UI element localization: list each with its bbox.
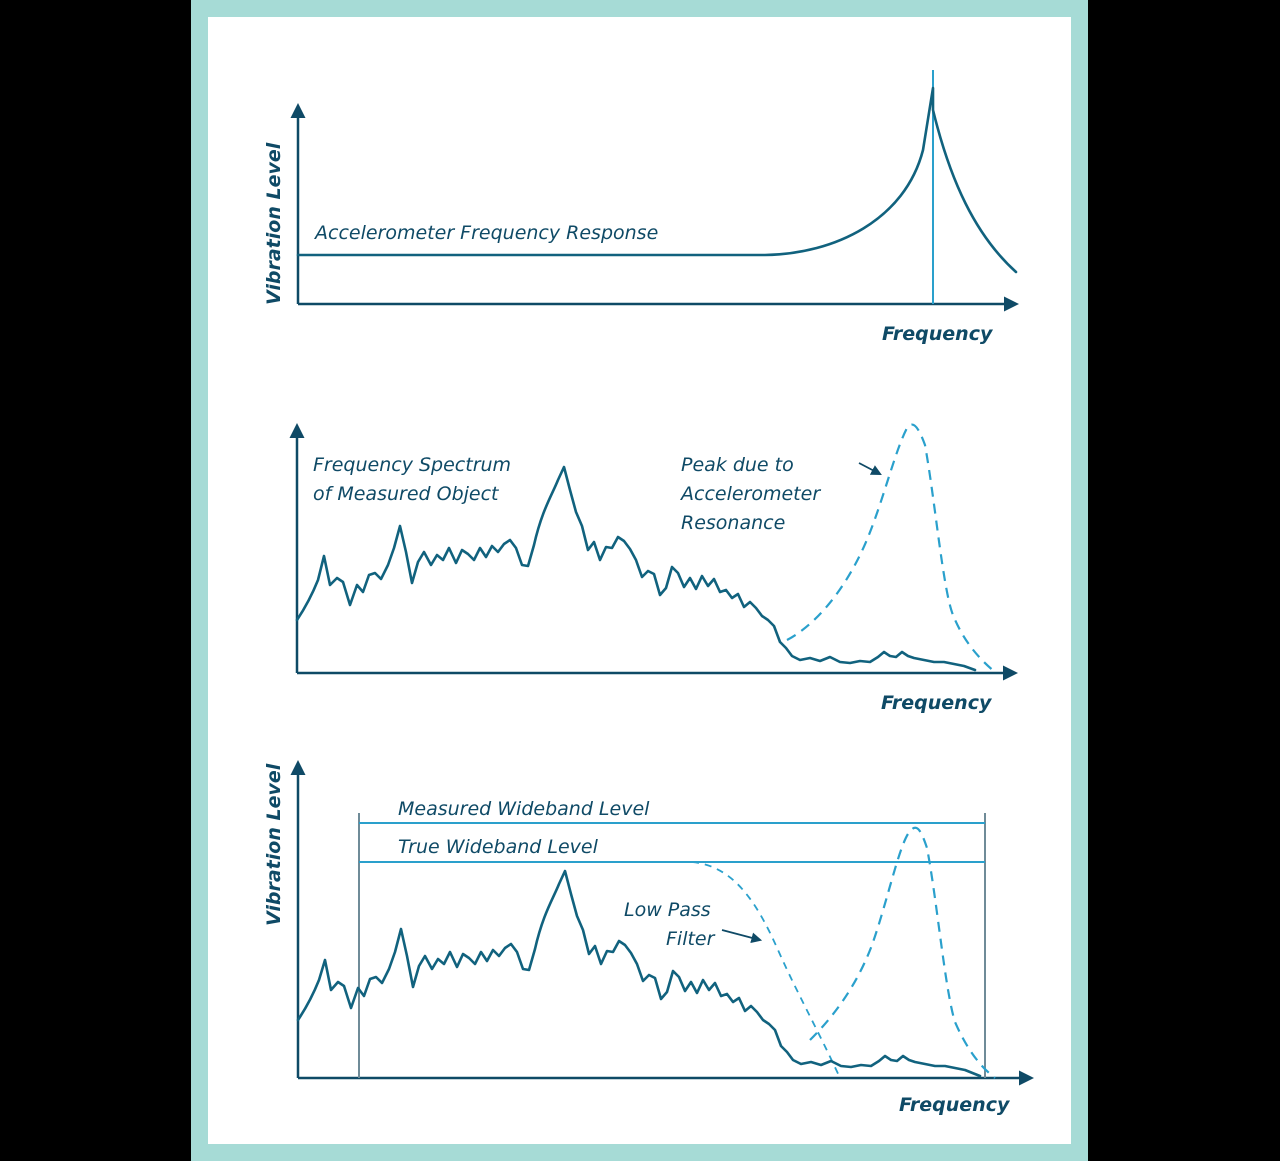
panel-2-measured-spectrum: Frequency Frequency Spectrum of Measured… bbox=[289, 423, 1018, 714]
panel1-x-axis-label: Frequency bbox=[882, 323, 994, 345]
white-panel bbox=[208, 17, 1071, 1144]
panel3-y-axis-label: Vibration Level bbox=[263, 763, 285, 926]
panel-1-frequency-response: Vibration Level Frequency Accelerometer … bbox=[263, 70, 1019, 345]
filter-label-line-1: Low Pass bbox=[624, 899, 711, 921]
frequency-response-curve bbox=[296, 86, 1018, 274]
resonance-peak-curve-filtered bbox=[809, 826, 996, 1079]
spectrum-curve-panel3 bbox=[296, 869, 982, 1078]
peak-label-line-3: Resonance bbox=[681, 512, 785, 534]
peak-label-line-2: Accelerometer bbox=[679, 483, 821, 505]
low-pass-filter-curve bbox=[691, 861, 841, 1079]
peak-pointer-arrow bbox=[858, 462, 882, 476]
filter-label-line-2: Filter bbox=[666, 928, 716, 950]
response-curve-label: Accelerometer Frequency Response bbox=[313, 222, 658, 244]
panel1-y-axis-label: Vibration Level bbox=[263, 142, 285, 305]
spectrum-label-line-1: Frequency Spectrum bbox=[313, 454, 511, 476]
measured-wideband-label: Measured Wideband Level bbox=[398, 798, 650, 820]
true-wideband-label: True Wideband Level bbox=[398, 836, 599, 858]
resonance-peak-curve bbox=[786, 423, 996, 673]
panel-3-wideband-levels: Vibration Level Frequency Measured Wideb… bbox=[263, 760, 1034, 1116]
spectrum-label-line-2: of Measured Object bbox=[313, 483, 500, 505]
panel2-x-axis-label: Frequency bbox=[881, 692, 993, 714]
measured-spectrum-curve bbox=[295, 465, 977, 672]
panel3-x-axis-label: Frequency bbox=[899, 1094, 1011, 1116]
peak-label-line-1: Peak due to bbox=[681, 454, 794, 476]
filter-pointer-arrow bbox=[721, 929, 763, 944]
